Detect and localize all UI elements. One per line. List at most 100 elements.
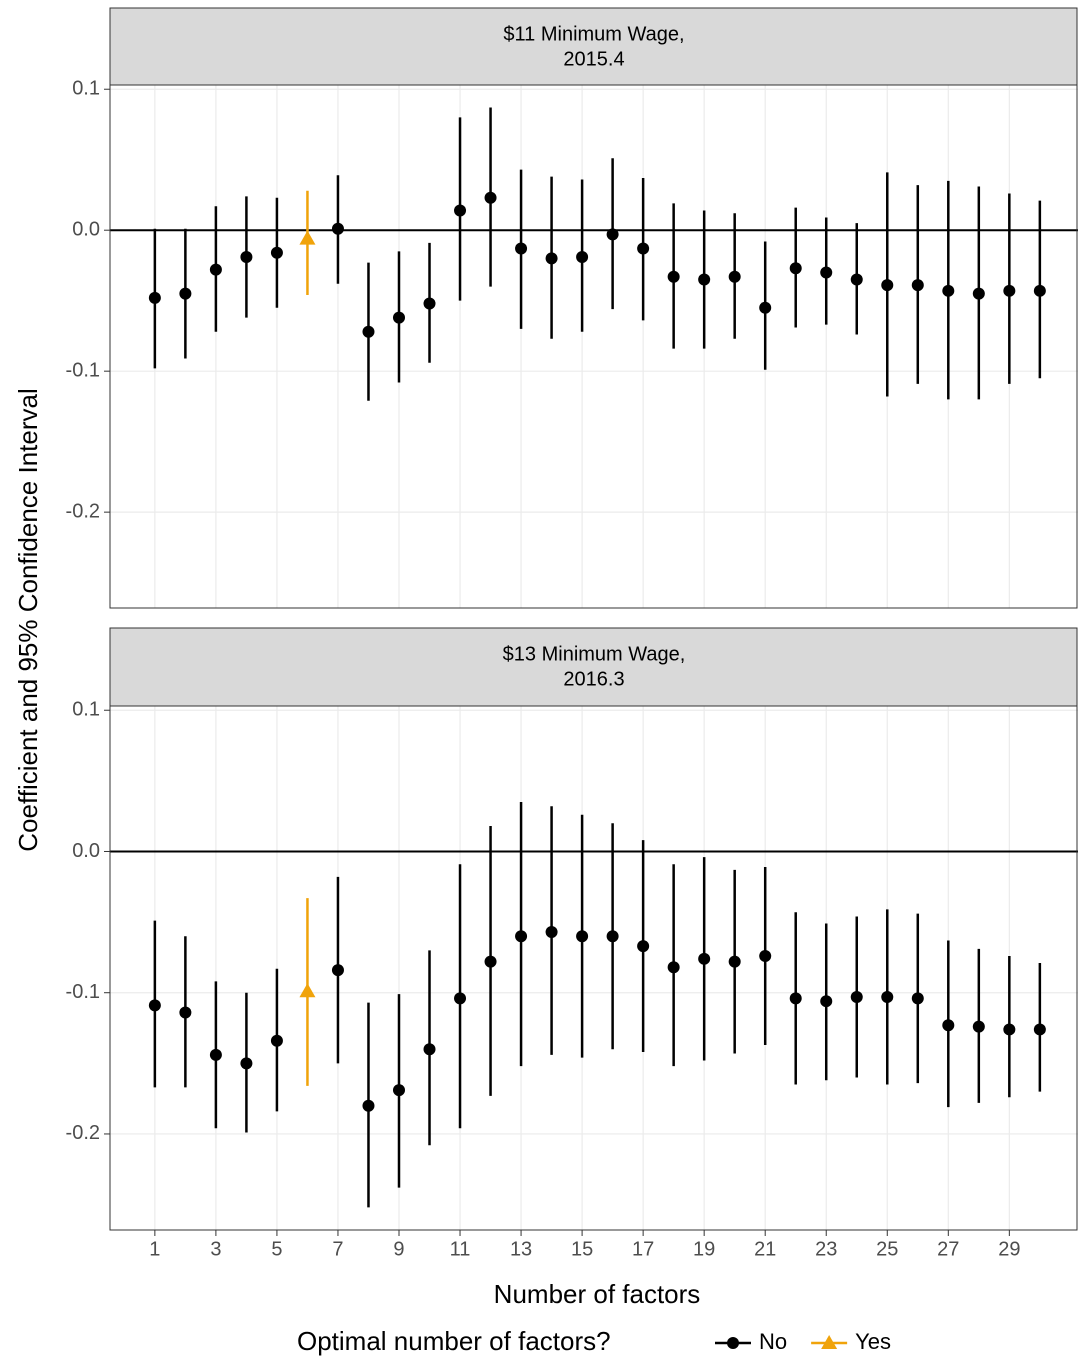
point (728, 270, 741, 283)
point (698, 273, 711, 286)
point (545, 252, 558, 265)
plot-frame (109, 84, 1078, 609)
point (850, 273, 863, 286)
facet-title: $11 Minimum Wage, (503, 23, 684, 45)
x-tick-label: 15 (571, 1238, 593, 1260)
plot-frame (109, 705, 1078, 1231)
legend-label: No (759, 1329, 787, 1354)
point (515, 930, 528, 943)
x-tick-label: 7 (332, 1238, 343, 1260)
x-tick-label: 27 (937, 1238, 959, 1260)
point (179, 287, 192, 300)
y-tick-label: -0.2 (66, 500, 100, 522)
point (698, 952, 711, 965)
point (881, 990, 894, 1003)
point (270, 246, 283, 259)
y-tick-label: 0.0 (72, 218, 100, 240)
point (789, 262, 802, 275)
point (972, 1020, 985, 1033)
x-tick-label: 25 (876, 1238, 898, 1260)
x-axis-label: Number of factors (494, 1279, 701, 1309)
facet-title: 2015.4 (563, 48, 624, 70)
x-tick-label: 5 (271, 1238, 282, 1260)
point (1003, 284, 1016, 297)
point (362, 325, 375, 338)
legend-key-marker (727, 1337, 739, 1349)
point (392, 1084, 405, 1097)
point (179, 1006, 192, 1019)
legend-label: Yes (855, 1329, 891, 1354)
y-tick-label: -0.1 (66, 981, 100, 1003)
x-tick-label: 23 (815, 1238, 837, 1260)
x-tick-label: 17 (632, 1238, 654, 1260)
legend-title: Optimal number of factors? (297, 1326, 611, 1356)
point (759, 949, 772, 962)
point (576, 930, 589, 943)
point (576, 250, 589, 263)
x-tick-label: 29 (998, 1238, 1020, 1260)
point (209, 1048, 222, 1061)
y-tick-label: -0.2 (66, 1122, 100, 1144)
point (667, 270, 680, 283)
point (942, 1019, 955, 1032)
point (454, 204, 467, 217)
point (1003, 1023, 1016, 1036)
point (789, 992, 802, 1005)
facet-title: $13 Minimum Wage, (503, 643, 686, 665)
point (392, 311, 405, 324)
point (820, 995, 833, 1008)
point (667, 961, 680, 974)
point (240, 250, 253, 263)
point (972, 287, 985, 300)
x-tick-label: 11 (450, 1238, 471, 1260)
point (240, 1057, 253, 1070)
x-tick-label: 13 (510, 1238, 532, 1260)
point (423, 1043, 436, 1056)
point (637, 940, 650, 953)
point (759, 301, 772, 314)
point (515, 242, 528, 255)
point (148, 999, 161, 1012)
point (1033, 284, 1046, 297)
plot-background (110, 706, 1077, 1230)
point (299, 983, 316, 998)
point (606, 930, 619, 943)
facet-strip (109, 627, 1078, 707)
point (362, 1099, 375, 1112)
facet-strip (109, 7, 1078, 86)
point (423, 297, 436, 310)
point (148, 291, 161, 304)
point (331, 964, 344, 977)
y-axis-label: Coefficient and 95% Confidence Interval (13, 388, 43, 851)
y-tick-label: -0.1 (66, 359, 100, 381)
point (270, 1034, 283, 1047)
y-tick-label: 0.0 (72, 840, 100, 862)
point (484, 955, 497, 968)
x-tick-label: 21 (754, 1238, 776, 1260)
point (1033, 1023, 1046, 1036)
y-tick-label: 0.1 (72, 699, 100, 721)
y-tick-label: 0.1 (72, 78, 100, 100)
point (209, 263, 222, 276)
point (545, 925, 558, 938)
point (881, 279, 894, 292)
point (820, 266, 833, 279)
point (728, 955, 741, 968)
point (331, 222, 344, 235)
point (942, 284, 955, 297)
legend-key-marker (821, 1335, 838, 1349)
point (911, 992, 924, 1005)
point (911, 279, 924, 292)
point (850, 990, 863, 1003)
x-tick-label: 9 (393, 1238, 404, 1260)
point (606, 228, 619, 241)
plot-background (110, 85, 1077, 608)
point (454, 992, 467, 1005)
x-tick-label: 3 (210, 1238, 221, 1260)
point (637, 242, 650, 255)
x-tick-label: 19 (693, 1238, 715, 1260)
point (484, 191, 497, 204)
facet-title: 2016.3 (563, 668, 624, 690)
